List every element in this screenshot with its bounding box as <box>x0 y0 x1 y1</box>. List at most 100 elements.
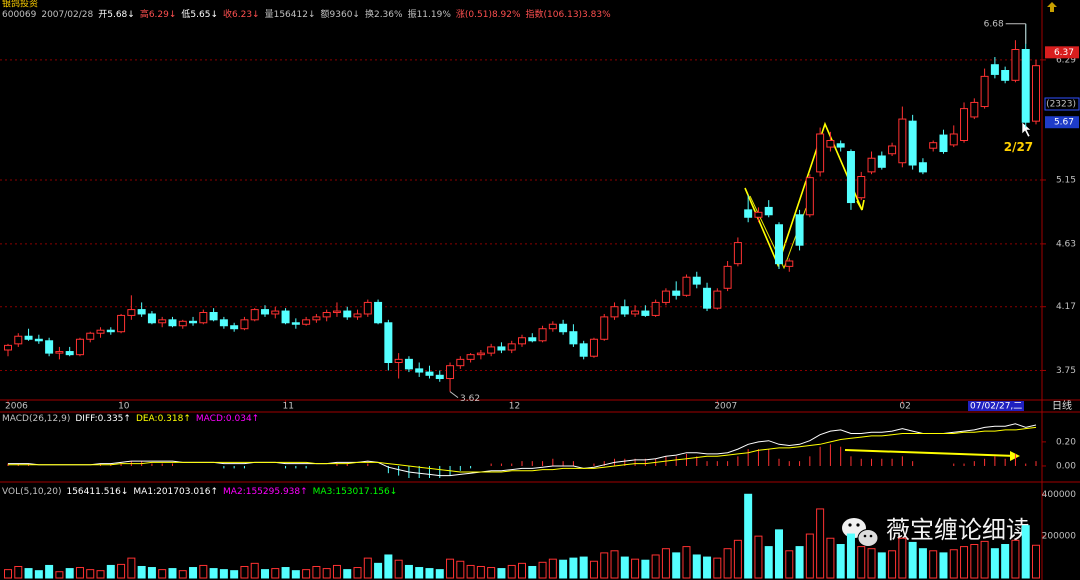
volume-bar <box>1032 544 1040 579</box>
candle-body <box>579 343 588 357</box>
candle-body <box>466 354 475 360</box>
candle-body <box>600 316 609 340</box>
volume-bar <box>888 550 897 579</box>
volume-bar <box>374 562 383 579</box>
candle-body <box>836 143 845 148</box>
volume-bar <box>384 554 393 579</box>
candle-body <box>528 337 537 342</box>
candle-body <box>45 340 54 354</box>
volume-bar <box>199 564 208 579</box>
date-mark: 2/27 <box>1004 140 1033 154</box>
candle-body <box>435 374 444 380</box>
volume-bar <box>682 546 691 579</box>
panel-header: VOL(5,10,20) 156411.516↓ MA1:201703.016↑ MA… <box>2 487 397 497</box>
y-tick-label: 6.29 <box>1056 55 1076 65</box>
volume-bar <box>980 540 989 579</box>
candle-body <box>990 64 999 75</box>
volume-bar <box>65 568 74 579</box>
candle-body <box>723 265 732 289</box>
header-item: MA1:201703.016↑ <box>133 487 218 497</box>
candle-body <box>209 312 218 321</box>
candle-body <box>692 276 701 285</box>
x-tick-label: 12 <box>509 402 520 412</box>
header-item: VOL(5,10,20) <box>2 487 61 497</box>
volume-bar <box>4 569 12 579</box>
volume-bar <box>898 537 907 579</box>
volume-bar <box>641 559 650 579</box>
volume-bar <box>219 569 228 579</box>
candle-body <box>446 365 455 380</box>
volume-bar <box>929 550 938 579</box>
volume-bar <box>394 559 403 579</box>
candle-body <box>168 319 177 327</box>
y-tick-label: 4.63 <box>1056 239 1076 249</box>
candle-body <box>137 309 146 315</box>
candle-body <box>877 155 886 168</box>
volume-bar <box>507 564 516 579</box>
candle-body <box>178 320 187 327</box>
volume-bar <box>45 564 54 579</box>
volume-bar <box>867 548 876 579</box>
candle-body <box>322 312 331 318</box>
volume-bar <box>518 562 526 579</box>
candle-body <box>271 310 280 315</box>
volume-bar <box>610 550 619 579</box>
candle-body <box>867 157 876 173</box>
volume-bar <box>435 569 444 579</box>
candle-body <box>805 177 814 216</box>
candle-body <box>970 101 979 118</box>
volume-bar <box>96 570 105 579</box>
scroll-icon[interactable] <box>1047 2 1057 12</box>
volume-bar <box>106 564 115 579</box>
candle-body <box>682 276 691 296</box>
candle-body <box>785 260 794 267</box>
candle-body <box>199 312 208 324</box>
volume-bar <box>353 567 362 579</box>
volume-bar <box>661 548 670 579</box>
header-item: 量156412↓ <box>265 9 316 20</box>
panel-header: 600069 2007/02/28 开5.68↓ 高6.29↓ 低5.65↓ 收6.23↓… <box>2 8 611 20</box>
volume-bar <box>795 546 804 579</box>
candle-body <box>846 151 855 204</box>
candle-body <box>651 301 660 316</box>
volume-bar <box>446 558 455 579</box>
header-item: 2007/02/28 <box>41 10 93 20</box>
y-tick-label: 0.20 <box>1056 437 1076 447</box>
header-item: 开5.68↓ <box>98 9 135 20</box>
volume-bar <box>620 556 629 579</box>
candle-body <box>733 242 742 265</box>
candle-body <box>672 290 681 296</box>
candle-body <box>795 214 804 246</box>
side-note-box <box>1044 97 1080 111</box>
volume-bar <box>158 569 167 579</box>
low-label: 3.62 <box>460 394 480 404</box>
volume-bar <box>271 568 280 579</box>
header-item: 额9360↓ <box>321 8 360 20</box>
volume-bar <box>744 493 753 579</box>
volume-bar <box>723 548 732 579</box>
volume-bar <box>14 565 23 579</box>
volume-bar <box>918 548 927 579</box>
stock-name: 银鸽投资 <box>2 0 38 10</box>
volume-bar <box>939 552 948 579</box>
candle-body <box>302 319 311 325</box>
volume-bar <box>466 564 475 579</box>
volume-bar <box>86 569 95 579</box>
y-tick-label: 400000 <box>1042 490 1077 500</box>
volume-bar <box>363 557 372 579</box>
volume-bar <box>487 567 496 579</box>
header-item: MA3:153017.156↓ <box>313 487 398 497</box>
candle-body <box>939 134 948 153</box>
header-item: 换2.36% <box>365 8 403 20</box>
volume-bar <box>250 562 259 579</box>
volume-bar <box>168 568 177 579</box>
volume-bar <box>990 548 999 579</box>
candle-body <box>497 346 506 351</box>
candle-body <box>744 209 753 218</box>
candle-body <box>14 335 23 345</box>
volume-bar <box>949 549 958 579</box>
volume-bar <box>816 508 825 579</box>
indicator-line <box>8 423 1037 477</box>
cursor-date-box <box>968 401 1024 411</box>
